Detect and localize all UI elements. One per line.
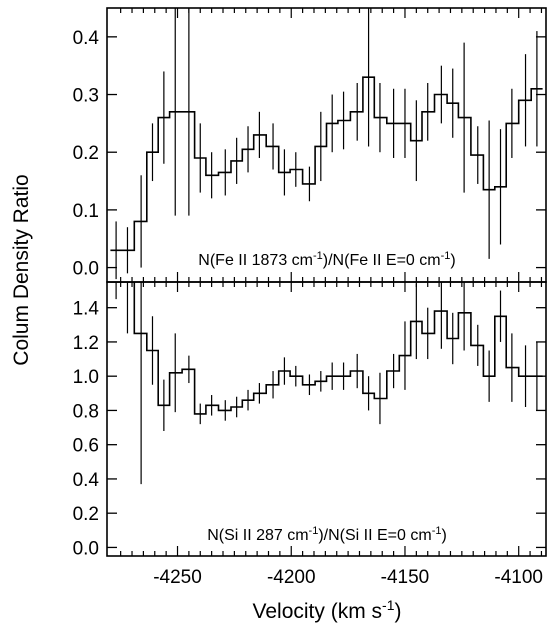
annotation-pre: N(Si II 287 cm: [207, 527, 308, 544]
y-tick-label: 0.6: [73, 436, 99, 457]
y-tick-label: 1.2: [73, 333, 99, 354]
y-tick-label: 1.0: [73, 367, 99, 388]
y-axis-title: Colum Density Ratio: [10, 174, 33, 365]
annotation-sup1: -1: [313, 250, 323, 262]
x-tick-label: -4250: [153, 567, 202, 588]
annotation-pre: N(Fe II 1873 cm: [198, 252, 313, 269]
step-line: [110, 282, 543, 415]
panels: 0.00.10.20.30.4N(Fe II 1873 cm-1)/N(Fe I…: [73, 7, 547, 588]
x-tick-label: -4100: [494, 567, 543, 588]
series-group-1: [110, 8, 543, 280]
x-axis-title-main: Velocity (km s: [253, 600, 383, 623]
y-tick-label: 0.2: [73, 143, 99, 164]
y-tick-label: 0.1: [73, 201, 99, 222]
x-axis-title-end: ): [394, 600, 401, 623]
series-group-2: [110, 282, 543, 485]
x-tick-label: -4200: [267, 567, 316, 588]
annotation-post: ): [441, 527, 446, 544]
y-tick-label: 0.4: [73, 470, 100, 491]
annotation-sup1: -1: [309, 525, 319, 537]
y-tick-label: 0.8: [73, 401, 99, 422]
annotation-mid: )/N(Si II E=0 cm: [318, 527, 431, 544]
panel-1: 0.00.10.20.30.4N(Fe II 1873 cm-1)/N(Fe I…: [73, 7, 547, 283]
y-tick-label: 0.0: [73, 538, 99, 559]
annotation-sup2: -1: [432, 525, 442, 537]
panel-annotation: N(Fe II 1873 cm-1)/N(Fe II E=0 cm-1): [198, 250, 455, 269]
y-tick-label: 0.0: [73, 259, 99, 280]
annotation-post: ): [450, 252, 455, 269]
step-line: [110, 76, 543, 252]
annotation-sup2: -1: [441, 250, 451, 262]
y-tick-label: 1.4: [73, 299, 100, 320]
y-tick-label: 0.3: [73, 86, 99, 107]
annotation-mid: )/N(Fe II E=0 cm: [323, 252, 441, 269]
panel-annotation: N(Si II 287 cm-1)/N(Si II E=0 cm-1): [207, 525, 447, 544]
panel-2: 0.00.20.40.60.81.01.21.4N(Si II 287 cm-1…: [73, 281, 547, 559]
y-tick-label: 0.2: [73, 504, 99, 525]
x-tick-label: -4150: [381, 567, 430, 588]
plot-frame: [106, 281, 547, 557]
x-axis-title-sup: -1: [382, 597, 395, 613]
x-axis-title: Velocity (km s-1): [253, 597, 402, 623]
y-tick-label: 0.4: [73, 28, 100, 49]
